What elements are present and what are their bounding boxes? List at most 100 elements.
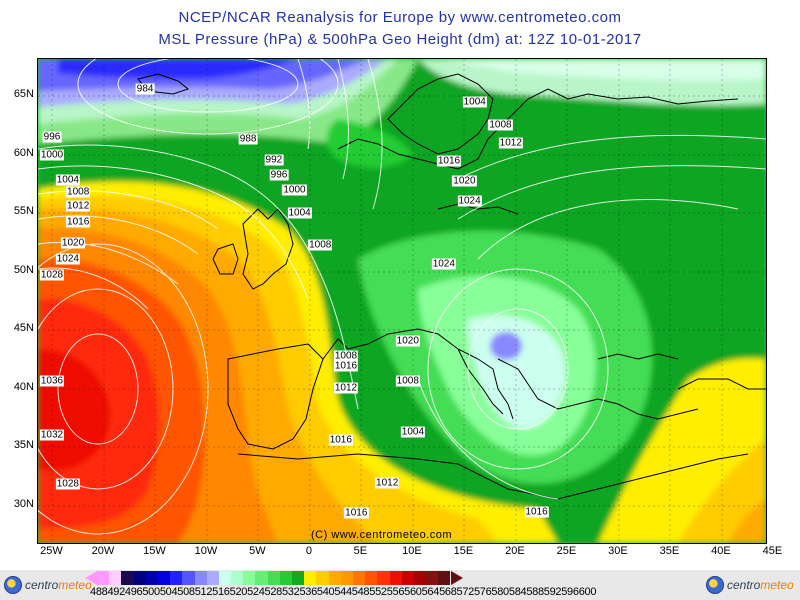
colorbar-swatch [377,571,390,585]
colorbar-label: 568 [439,586,457,598]
weather-map: 984 996 1000 1004 1008 1012 1016 1020 1024 1028 10… [37,58,767,544]
logo-left: centrometeo [4,575,94,595]
lat-tick-label: 35N [13,439,34,452]
isobar-label: 1000 [39,149,65,161]
isobar-label: 1008 [333,350,359,362]
colorbar-label: 560 [404,586,422,598]
coastlines [137,73,766,500]
colorbar-label: 592 [543,586,562,598]
isobar-label: 1024 [431,258,456,270]
isobar-label: 1012 [66,200,91,212]
lat-tick-label: 60N [13,146,34,159]
colorbar-swatch [255,571,268,585]
colorbar-label: 552 [369,586,387,598]
isobar-label: 1008 [395,375,420,387]
colorbar-swatch [426,571,439,585]
colorbar-label: 508 [177,586,195,598]
colorbar-label: 524 [247,586,265,598]
lon-tick-label: 0 [305,545,312,557]
colorbar-swatch [182,571,195,585]
lat-tick-label: 40N [13,380,34,393]
isobar-label: 1016 [436,155,462,167]
map-svg [38,59,766,543]
lat-tick-label: 55N [13,205,34,218]
graticule [38,59,766,543]
colorbar-label: 512 [194,586,213,598]
colorbar-swatch [304,571,317,585]
colorbar-label: 488 [90,586,108,598]
colorbar-label: 492 [107,586,125,598]
isobar-label: 988 [238,133,258,145]
colorbar-label: 580 [491,586,509,598]
colorbar-label: 520 [229,586,248,598]
isobar-label: 1004 [400,426,426,438]
colorbar-swatch [401,571,414,585]
lon-tick-label: 25W [40,545,63,557]
colorbar-swatch [267,571,280,585]
isobar-label: 1016 [344,507,369,519]
lon-tick-label: 15W [143,545,166,557]
colorbar-swatch [121,571,134,585]
globe-icon [706,576,724,594]
colorbar-label: 584 [508,586,527,598]
lon-tick-label: 30E [608,545,628,557]
colorbar-swatch [340,571,353,585]
colorbar-swatch [231,571,244,585]
logo-wordmark: centrometeo [727,578,794,592]
colorbar-label: 572 [456,586,475,598]
colorbar [97,571,451,585]
isobar-label: 1008 [66,186,91,198]
colorbar-label: 588 [526,586,544,598]
isobar-label: 1020 [60,237,86,249]
isobar-label: 1024 [55,253,80,265]
isobar-label: 984 [135,83,155,95]
isobar-label: 1000 [282,184,307,196]
lon-tick-label: 15E [453,545,474,557]
lat-tick-label: 50N [13,263,34,276]
colorbar-label: 596 [561,586,579,598]
isobar-label: 1004 [55,174,80,185]
lon-tick-label: 10E [402,545,422,557]
isobar-label: 1020 [395,335,420,347]
isobar-label: 1024 [457,195,482,207]
isobar-label: 1020 [452,175,477,187]
isobar-label: 1016 [328,434,353,446]
isobar-label: 996 [42,131,62,143]
colorbar-label: 528 [264,586,283,598]
isobar-label: 996 [269,169,289,181]
lat-tick-label: 45N [13,322,34,335]
isobar-label: 1004 [462,96,487,108]
colorbar-swatch [145,571,158,585]
colorbar-swatch [97,571,110,585]
colorbar-label: 504 [159,586,178,598]
globe-icon [4,576,22,594]
colorbar-label: 548 [351,586,370,598]
lon-tick-label: 40E [711,545,731,557]
colorbar-swatch [292,571,305,585]
lon-tick-label: 35E [659,545,680,557]
colorbar-label: 540 [316,586,335,598]
colorbar-swatch [206,571,219,585]
colorbar-swatch [133,571,146,585]
lon-tick-label: 5E [353,545,368,557]
logo-wordmark: centrometeo [25,578,92,592]
lat-tick-label: 65N [13,88,34,101]
chart-title: NCEP/NCAR Reanalysis for Europe by www.c… [178,9,622,26]
colorbar-label: 576 [473,586,492,598]
colorbar-swatch [218,571,232,585]
colorbar-swatch [279,571,292,585]
isobar-label: 1008 [488,119,513,131]
isobar-label: 1016 [524,506,549,518]
colorbar-swatch [352,571,366,585]
colorbar-swatch [194,571,207,585]
lon-tick-label: 45E [762,545,783,557]
colorbar-swatch [438,571,451,585]
isobar-label: 1012 [498,137,523,149]
colorbar-label: 556 [386,586,405,598]
colorbar-label: 516 [212,586,230,598]
colorbar-swatch [243,571,256,585]
isobar-label: 1012 [333,382,359,394]
isobar-label: 1012 [375,477,400,489]
isobar-label: 1008 [308,239,333,251]
colorbar-label: 536 [299,586,317,598]
